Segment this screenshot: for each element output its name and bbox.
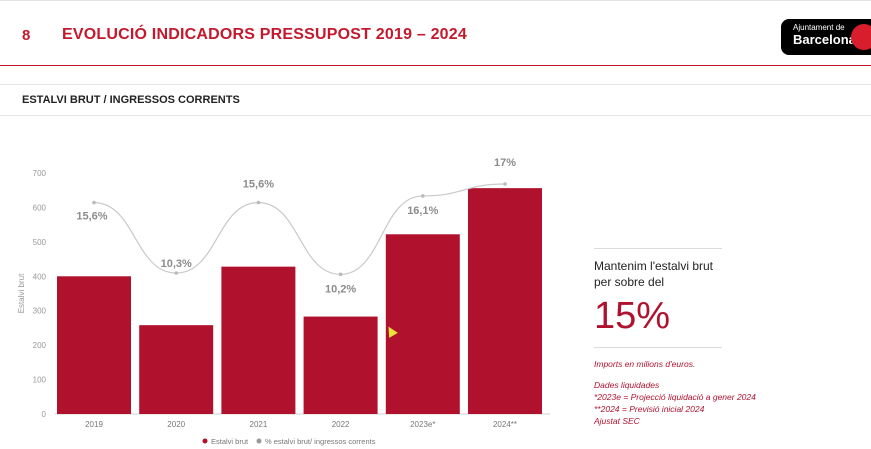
- logo-line-2: Barcelona: [793, 32, 856, 47]
- side-divider-bottom: [594, 347, 722, 348]
- section-number: 8: [22, 27, 31, 44]
- legend-label-bars: Estalvi brut: [211, 437, 249, 446]
- slide-header: 8 EVOLUCIÓ INDICADORS PRESSUPOST 2019 – …: [0, 0, 871, 66]
- percentage-label: 10,2%: [325, 283, 356, 295]
- crest-icon: [851, 24, 871, 50]
- percentage-label: 16,1%: [407, 205, 438, 217]
- y-tick-label: 200: [33, 341, 47, 350]
- y-tick-label: 100: [33, 376, 47, 385]
- y-axis-label: Estalvi brut: [17, 273, 26, 313]
- chart-subheader: ESTALVI BRUT / INGRESSOS CORRENTS: [0, 84, 871, 116]
- y-tick-label: 300: [33, 307, 47, 316]
- percentage-label: 15,6%: [243, 179, 274, 191]
- bar: [385, 234, 460, 414]
- percentage-label: 15,6%: [76, 211, 107, 223]
- bar-line-chart: 0 100 200 300 400 500 600 700 Estalvi brut 2019 20…: [17, 157, 551, 446]
- bar: [139, 325, 214, 414]
- x-tick-label: 2024**: [493, 420, 517, 429]
- note-line: **2024 = Previsió inicial 2024: [594, 404, 705, 414]
- percentage-point: [92, 200, 96, 205]
- bar: [468, 188, 542, 414]
- y-tick-label: 700: [33, 169, 47, 178]
- x-tick-label: 2023e*: [410, 420, 435, 429]
- percentage-label: 10,3%: [161, 258, 192, 270]
- percentage-point: [174, 271, 178, 275]
- side-statement: Mantenim l'estalvi brut per sobre del: [594, 259, 714, 289]
- x-tick-label: 2019: [85, 420, 103, 429]
- x-tick-label: 2022: [332, 420, 350, 429]
- x-tick-label: 2021: [250, 420, 268, 429]
- note-line: Ajustat SEC: [594, 416, 640, 426]
- y-tick-label: 500: [33, 238, 47, 247]
- y-tick-label: 400: [33, 272, 47, 281]
- y-tick-label: 0: [42, 410, 47, 419]
- note-line: *2023e = Projecció liquidació a gener 20…: [594, 392, 756, 402]
- legend-marker-line: [256, 438, 262, 444]
- percentage-point: [256, 200, 261, 205]
- legend-marker-bars: [202, 438, 208, 444]
- barcelona-logo: Ajuntament de Barcelona: [781, 19, 871, 55]
- legend-label-line: % estalvi brut/ ingressos corrents: [265, 437, 376, 446]
- logo-line-1: Ajuntament de: [793, 23, 845, 32]
- percentage-point: [338, 272, 343, 277]
- bar: [303, 316, 378, 414]
- y-tick-label: 600: [33, 203, 47, 212]
- note-line: Dades liquidades: [594, 380, 660, 390]
- bar: [221, 266, 296, 414]
- percentage-point: [503, 182, 507, 186]
- chart-subtitle: ESTALVI BRUT / INGRESSOS CORRENTS: [22, 94, 240, 106]
- percentage-label: 17%: [494, 157, 516, 169]
- percentage-point: [421, 194, 425, 198]
- x-tick-label: 2020: [167, 420, 185, 429]
- page-title: EVOLUCIÓ INDICADORS PRESSUPOST 2019 – 20…: [62, 26, 467, 43]
- side-big-value: 15%: [594, 295, 671, 337]
- side-divider-top: [594, 248, 722, 249]
- note-units: Imports en milions d'euros.: [594, 359, 696, 369]
- bar: [57, 276, 131, 414]
